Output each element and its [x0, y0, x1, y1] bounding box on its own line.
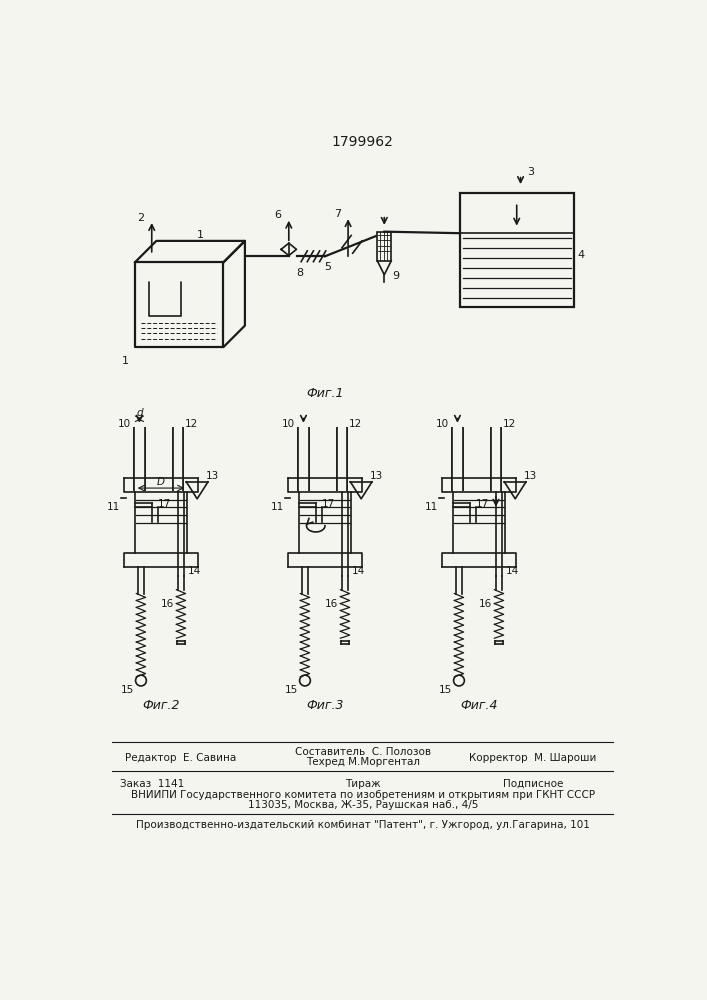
- Text: Фиг.2: Фиг.2: [142, 699, 180, 712]
- Text: Составитель  С. Полозов: Составитель С. Полозов: [295, 747, 431, 757]
- Text: Фиг.4: Фиг.4: [460, 699, 498, 712]
- Bar: [491, 428, 501, 490]
- Text: D: D: [157, 477, 165, 487]
- Text: 14: 14: [506, 566, 520, 576]
- Text: 11: 11: [107, 502, 120, 512]
- Text: Заказ  1141: Заказ 1141: [119, 779, 184, 789]
- Text: Фиг.3: Фиг.3: [306, 699, 344, 712]
- Text: 16: 16: [160, 599, 174, 609]
- Text: 16: 16: [479, 599, 492, 609]
- Text: Производственно-издательский комбинат "Патент", г. Ужгород, ул.Гагарина, 101: Производственно-издательский комбинат "П…: [136, 820, 590, 830]
- Text: Редактор  Е. Савина: Редактор Е. Савина: [125, 753, 237, 763]
- Text: 1799962: 1799962: [332, 135, 394, 149]
- Text: 6: 6: [274, 210, 281, 220]
- Text: 9: 9: [392, 271, 399, 281]
- Text: 13: 13: [370, 471, 383, 481]
- Text: 113035, Москва, Ж-35, Раушская наб., 4/5: 113035, Москва, Ж-35, Раушская наб., 4/5: [247, 800, 478, 810]
- Text: 10: 10: [118, 419, 132, 429]
- Bar: [452, 428, 463, 490]
- Text: Тираж: Тираж: [345, 779, 380, 789]
- Text: 15: 15: [438, 685, 452, 695]
- Bar: [378, 232, 391, 261]
- Bar: [337, 428, 347, 490]
- Bar: [134, 428, 145, 490]
- Text: 8: 8: [296, 268, 303, 278]
- Text: Подписное: Подписное: [503, 779, 563, 789]
- Text: 17: 17: [322, 499, 334, 509]
- Text: 15: 15: [284, 685, 298, 695]
- Text: 14: 14: [188, 566, 201, 576]
- Text: d: d: [136, 408, 143, 418]
- Text: 17: 17: [475, 499, 489, 509]
- Text: 1: 1: [197, 230, 204, 240]
- Text: 12: 12: [349, 419, 362, 429]
- Text: Фиг.1: Фиг.1: [306, 387, 344, 400]
- Text: 2: 2: [137, 213, 144, 223]
- Text: 3: 3: [527, 167, 534, 177]
- Bar: [460, 193, 573, 307]
- Text: 10: 10: [436, 419, 450, 429]
- Text: 13: 13: [206, 471, 219, 481]
- Text: 16: 16: [325, 599, 338, 609]
- Text: 12: 12: [185, 419, 198, 429]
- Text: 11: 11: [425, 502, 438, 512]
- Text: ВНИИПИ Государственного комитета по изобретениям и открытиям при ГКНТ СССР: ВНИИПИ Государственного комитета по изоб…: [131, 790, 595, 800]
- Text: 1: 1: [122, 356, 129, 366]
- Text: 7: 7: [334, 209, 341, 219]
- Text: 12: 12: [503, 419, 515, 429]
- Bar: [173, 428, 183, 490]
- Text: 11: 11: [271, 502, 284, 512]
- Text: Техред М.Моргентал: Техред М.Моргентал: [305, 757, 420, 767]
- Text: 4: 4: [578, 250, 585, 260]
- Bar: [298, 428, 309, 490]
- Text: 14: 14: [352, 566, 366, 576]
- Text: 5: 5: [324, 262, 331, 272]
- Text: 17: 17: [158, 499, 170, 509]
- Text: 15: 15: [120, 685, 134, 695]
- Text: 10: 10: [282, 419, 296, 429]
- Text: Корректор  М. Шароши: Корректор М. Шароши: [469, 753, 597, 763]
- Text: 13: 13: [524, 471, 537, 481]
